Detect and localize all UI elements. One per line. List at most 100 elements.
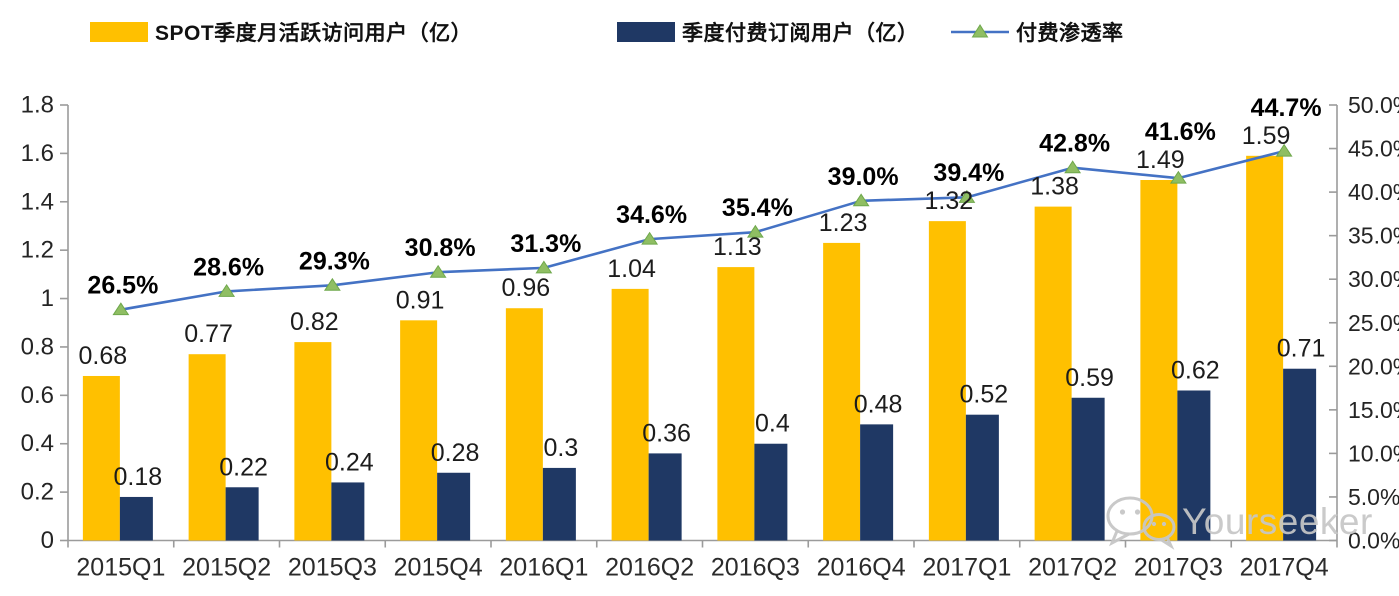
subscriber-bar: [1177, 390, 1211, 541]
right-axis-tick-label: 25.0%: [1348, 310, 1399, 336]
left-axis-tick-label: 0: [41, 527, 54, 554]
subscriber-value-label: 0.4: [755, 410, 790, 438]
x-axis-label: 2015Q4: [394, 554, 483, 582]
mau-bar: [294, 342, 332, 541]
mau-legend-swatch: [90, 22, 148, 42]
mau-value-label: 1.38: [1030, 173, 1079, 201]
left-axis-tick-label: 1.2: [21, 237, 54, 264]
penetration-value-label: 41.6%: [1145, 118, 1216, 146]
mau-bar: [717, 267, 755, 541]
penetration-marker: [323, 277, 341, 291]
mau-bar: [188, 354, 226, 541]
mau-bar: [82, 375, 120, 541]
mau-value-label: 0.96: [502, 274, 551, 302]
subscriber-bar: [754, 443, 788, 541]
right-axis-tick-label: 0.0%: [1348, 528, 1399, 554]
legend-triangle-marker-icon: [971, 24, 989, 38]
mau-bar: [1034, 206, 1072, 541]
mau-value-label: 1.23: [819, 209, 868, 237]
left-axis-tick-label: 0.2: [21, 479, 54, 506]
x-axis-label: 2016Q2: [605, 554, 694, 582]
right-axis-tick-label: 40.0%: [1348, 179, 1399, 205]
x-axis-label: 2016Q3: [711, 554, 800, 582]
penetration-marker: [641, 231, 659, 245]
subscriber-bar: [965, 414, 999, 541]
left-axis-tick-label: 1.4: [21, 188, 54, 215]
mau-bar: [823, 242, 861, 541]
subscriber-value-label: 0.22: [219, 453, 268, 481]
mau-value-label: 0.77: [184, 320, 233, 348]
subscriber-value-label: 0.48: [854, 390, 903, 418]
right-axis-tick-label: 50.0%: [1348, 92, 1399, 118]
left-axis-tick-label: 1.6: [21, 140, 54, 167]
mau-value-label: 1.04: [607, 255, 656, 283]
penetration-value-label: 44.7%: [1251, 94, 1322, 122]
subscriber-value-label: 0.71: [1277, 335, 1326, 363]
subscriber-bar: [542, 467, 576, 541]
penetration-marker: [1169, 170, 1187, 184]
subscriber-value-label: 0.59: [1065, 364, 1114, 392]
subscriber-value-label: 0.3: [543, 434, 578, 462]
penetration-marker: [746, 224, 764, 238]
right-axis-tick-label: 20.0%: [1348, 353, 1399, 379]
mau-bar: [1140, 180, 1178, 541]
penetration-marker: [112, 302, 130, 316]
mau-value-label: 0.91: [396, 286, 445, 314]
subscriber-bar: [1071, 397, 1105, 541]
legend-item-subscribers: 季度付费订阅用户（亿）: [617, 14, 919, 50]
mau-bar: [505, 308, 543, 541]
penetration-marker: [958, 189, 976, 203]
legend-item-penetration: 付费渗透率: [951, 14, 1124, 50]
penetration-value-label: 39.0%: [828, 163, 899, 191]
mau-bar: [1246, 155, 1284, 541]
x-axis-label: 2015Q2: [182, 554, 271, 582]
mau-legend-label: SPOT季度月活跃访问用户（亿）: [155, 22, 473, 45]
penetration-marker: [1064, 160, 1082, 174]
penetration-value-label: 31.3%: [510, 230, 581, 258]
subscriber-value-label: 0.18: [114, 463, 163, 491]
penetration-value-label: 34.6%: [616, 201, 687, 229]
left-axis-tick-label: 1: [41, 285, 54, 312]
subscriber-value-label: 0.36: [642, 419, 691, 447]
legend-item-mau: SPOT季度月活跃访问用户（亿）: [90, 14, 472, 50]
left-axis-tick-label: 0.6: [21, 382, 54, 409]
right-axis-tick-label: 35.0%: [1348, 223, 1399, 249]
subscriber-bar: [225, 487, 259, 541]
subscriber-bar: [860, 424, 894, 541]
penetration-value-label: 35.4%: [722, 194, 793, 222]
line-marker-legend-swatch: [951, 24, 1009, 38]
mau-value-label: 0.68: [79, 342, 128, 370]
x-axis-label: 2016Q4: [817, 554, 906, 582]
x-axis-label: 2017Q2: [1028, 554, 1117, 582]
mau-bar: [400, 320, 438, 541]
mau-bar: [928, 221, 966, 541]
penetration-marker: [1275, 143, 1293, 157]
mau-value-label: 0.82: [290, 308, 339, 336]
right-axis-tick-label: 30.0%: [1348, 266, 1399, 292]
x-axis-label: 2016Q1: [499, 554, 588, 582]
penetration-line: [120, 149, 1285, 311]
penetration-legend-label: 付费渗透率: [1016, 22, 1124, 45]
subscribers-legend-label: 季度付费订阅用户（亿）: [682, 22, 919, 45]
right-axis-tick-label: 15.0%: [1348, 397, 1399, 423]
subscriber-bar: [437, 472, 471, 541]
mau-value-label: 1.49: [1136, 146, 1185, 174]
subscribers-legend-swatch: [617, 22, 675, 42]
penetration-marker: [218, 283, 236, 297]
right-axis-tick-label: 45.0%: [1348, 136, 1399, 162]
subscriber-value-label: 0.24: [325, 448, 374, 476]
subscriber-bar: [1283, 368, 1317, 541]
right-axis-tick-label: 5.0%: [1348, 484, 1399, 510]
mau-value-label: 1.59: [1242, 122, 1291, 150]
left-axis-tick-label: 0.4: [21, 430, 54, 457]
x-axis-label: 2015Q1: [76, 554, 165, 582]
penetration-value-label: 30.8%: [405, 234, 476, 262]
penetration-value-label: 26.5%: [87, 272, 158, 300]
x-axis-label: 2017Q1: [922, 554, 1011, 582]
right-axis-tick-label: 10.0%: [1348, 440, 1399, 466]
subscriber-bar: [119, 496, 153, 541]
penetration-value-label: 29.3%: [299, 247, 370, 275]
penetration-value-label: 42.8%: [1039, 130, 1110, 158]
x-axis-label: 2017Q3: [1134, 554, 1223, 582]
x-axis-label: 2015Q3: [288, 554, 377, 582]
